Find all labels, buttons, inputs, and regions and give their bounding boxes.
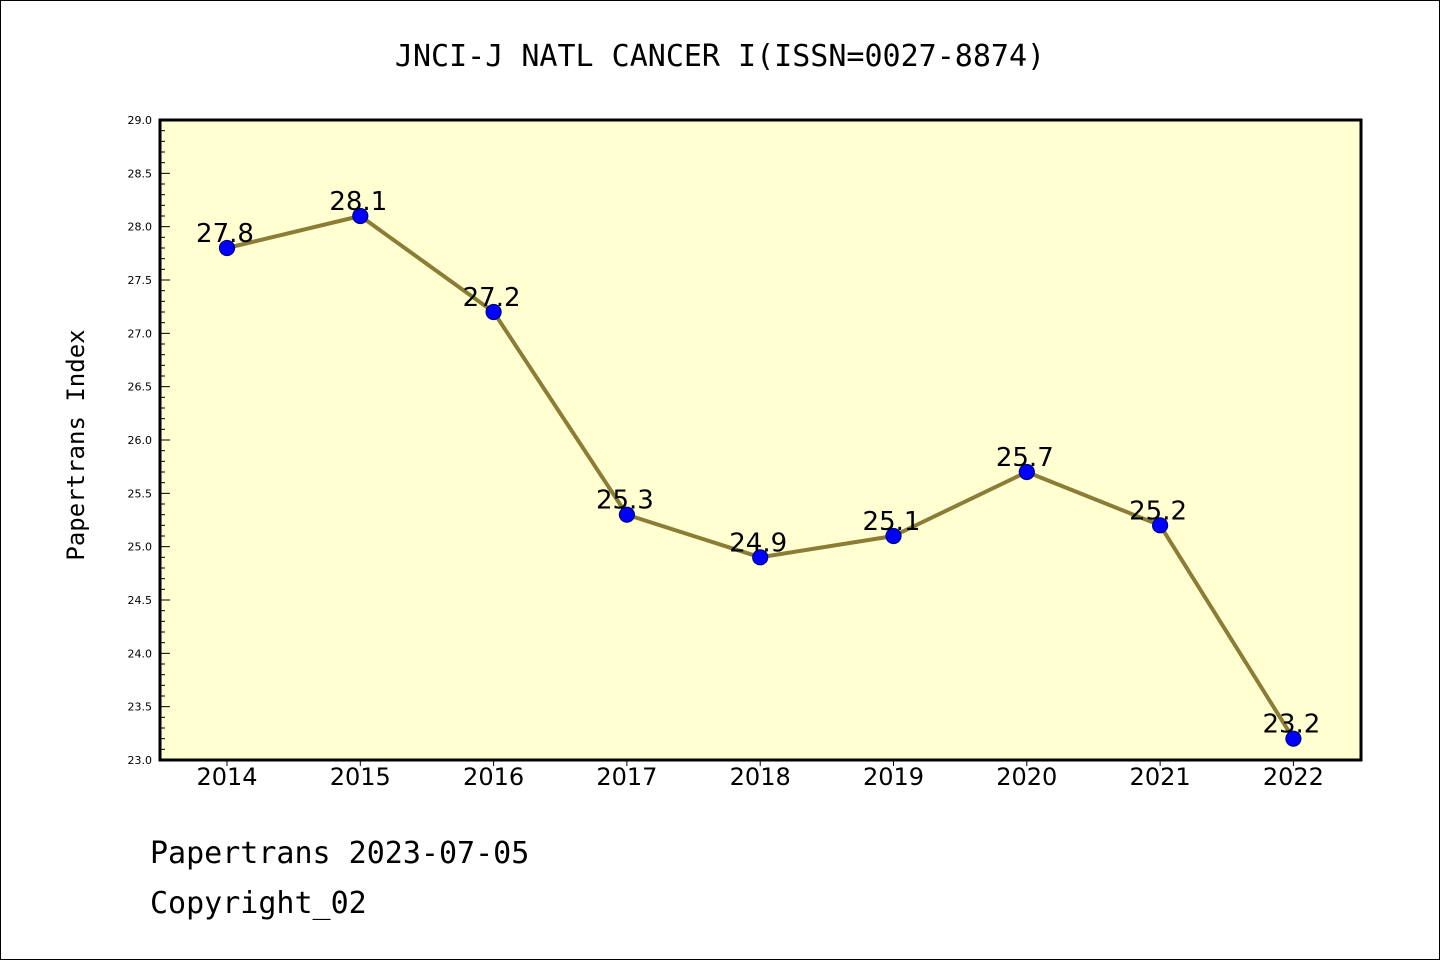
y-tick-label: 28.0 bbox=[128, 221, 153, 234]
data-label: 25.2 bbox=[1129, 496, 1187, 526]
data-label: 24.9 bbox=[729, 528, 787, 558]
data-point bbox=[485, 303, 502, 321]
x-tick-label: 2021 bbox=[1130, 763, 1191, 791]
chart-title: JNCI-J NATL CANCER I(ISSN=0027-8874) bbox=[395, 39, 1045, 74]
data-point bbox=[1285, 730, 1302, 747]
y-axis-label: Papertrans Index bbox=[62, 329, 90, 560]
data-point bbox=[1018, 463, 1035, 481]
x-tick-label: 2015 bbox=[330, 763, 391, 791]
x-tick-label: 2018 bbox=[730, 763, 791, 791]
y-tick-label: 24.0 bbox=[128, 647, 153, 660]
x-tick-label: 2022 bbox=[1263, 763, 1324, 791]
data-point bbox=[885, 527, 902, 545]
y-tick-label: 25.0 bbox=[128, 541, 153, 554]
data-label: 27.8 bbox=[196, 219, 254, 249]
data-label: 27.2 bbox=[463, 283, 521, 313]
y-tick-label: 27.5 bbox=[128, 274, 153, 287]
data-point bbox=[618, 506, 636, 523]
data-markers bbox=[218, 207, 1302, 747]
y-tick-label: 26.5 bbox=[128, 381, 153, 394]
footer-copyright: Copyright_02 bbox=[150, 886, 367, 921]
y-tick-label: 26.0 bbox=[128, 434, 153, 447]
y-tick-label: 23.0 bbox=[128, 754, 153, 767]
x-axis-ticks: 2014 2015 2016 2017 2018 2019 2020 2021 2022 bbox=[196, 760, 1324, 791]
plot-area bbox=[160, 120, 1361, 760]
y-tick-label: 27.0 bbox=[128, 327, 153, 340]
data-label: 25.7 bbox=[996, 443, 1054, 473]
y-tick-label: 24.5 bbox=[128, 594, 153, 607]
data-point bbox=[218, 239, 236, 257]
data-point bbox=[1151, 517, 1169, 534]
data-label: 25.1 bbox=[863, 507, 921, 537]
y-tick-label: 29.0 bbox=[128, 114, 153, 127]
x-tick-label: 2019 bbox=[863, 763, 924, 791]
y-axis-ticks: 23.0 23.5 24.0 24.5 25.0 25.5 26.0 26.5 27.0 27.5… bbox=[128, 114, 170, 767]
y-tick-label: 23.5 bbox=[128, 701, 153, 714]
x-tick-label: 2020 bbox=[996, 763, 1057, 791]
y-tick-label: 28.5 bbox=[128, 167, 153, 180]
x-tick-label: 2017 bbox=[596, 763, 657, 791]
data-point bbox=[752, 549, 769, 566]
data-label: 25.3 bbox=[596, 486, 654, 516]
y-tick-label: 25.5 bbox=[128, 487, 153, 500]
footer-date: Papertrans 2023-07-05 bbox=[150, 836, 529, 871]
data-label: 23.2 bbox=[1262, 710, 1320, 740]
x-tick-label: 2014 bbox=[196, 763, 257, 791]
data-label: 28.1 bbox=[329, 187, 387, 217]
data-labels: 27.8 28.1 27.2 25.3 24.9 25.1 25.7 25.2 23.2 bbox=[196, 187, 1320, 740]
data-point bbox=[352, 207, 369, 225]
x-tick-label: 2016 bbox=[463, 763, 524, 791]
plot-border bbox=[158, 118, 1363, 762]
